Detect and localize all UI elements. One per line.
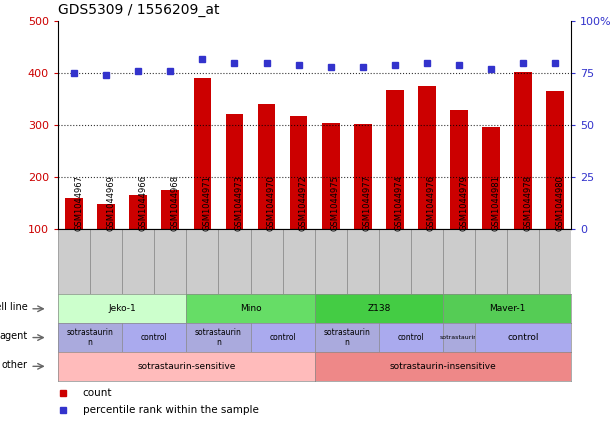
Bar bbox=[290, 116, 307, 229]
FancyBboxPatch shape bbox=[186, 229, 219, 294]
Bar bbox=[514, 71, 532, 229]
Text: sotrastaurin
n: sotrastaurin n bbox=[195, 328, 242, 347]
Text: GSM1044967: GSM1044967 bbox=[74, 175, 83, 231]
Text: control: control bbox=[141, 333, 167, 342]
Text: GSM1044977: GSM1044977 bbox=[363, 175, 371, 231]
Text: GSM1044978: GSM1044978 bbox=[523, 175, 532, 231]
Bar bbox=[194, 78, 211, 229]
Bar bbox=[97, 204, 115, 229]
FancyBboxPatch shape bbox=[315, 229, 347, 294]
Text: GSM1044974: GSM1044974 bbox=[395, 175, 404, 231]
Text: GSM1044980: GSM1044980 bbox=[555, 175, 564, 231]
Text: other: other bbox=[2, 360, 28, 370]
Text: GSM1044972: GSM1044972 bbox=[299, 175, 307, 231]
Text: GDS5309 / 1556209_at: GDS5309 / 1556209_at bbox=[58, 3, 219, 17]
FancyBboxPatch shape bbox=[283, 229, 315, 294]
Bar bbox=[482, 126, 500, 229]
Text: agent: agent bbox=[0, 331, 28, 341]
Text: sotrastaurin-sensitive: sotrastaurin-sensitive bbox=[137, 362, 236, 371]
Bar bbox=[161, 190, 179, 229]
Bar bbox=[322, 124, 340, 229]
FancyBboxPatch shape bbox=[507, 229, 540, 294]
Bar bbox=[65, 198, 83, 229]
FancyBboxPatch shape bbox=[219, 229, 251, 294]
FancyBboxPatch shape bbox=[379, 229, 411, 294]
Bar bbox=[546, 91, 564, 229]
Text: cell line: cell line bbox=[0, 302, 28, 312]
Text: GSM1044969: GSM1044969 bbox=[106, 175, 115, 231]
FancyBboxPatch shape bbox=[540, 229, 571, 294]
Text: GSM1044966: GSM1044966 bbox=[138, 175, 147, 231]
Text: control: control bbox=[269, 333, 296, 342]
FancyBboxPatch shape bbox=[155, 229, 186, 294]
Text: Mino: Mino bbox=[240, 304, 262, 313]
FancyBboxPatch shape bbox=[122, 229, 155, 294]
Text: GSM1044973: GSM1044973 bbox=[235, 175, 243, 231]
Text: sotrastaurin: sotrastaurin bbox=[440, 335, 478, 340]
FancyBboxPatch shape bbox=[90, 229, 122, 294]
Text: Jeko-1: Jeko-1 bbox=[108, 304, 136, 313]
FancyBboxPatch shape bbox=[58, 229, 90, 294]
Bar bbox=[386, 90, 404, 229]
Bar bbox=[354, 124, 371, 229]
Text: Z138: Z138 bbox=[367, 304, 390, 313]
FancyBboxPatch shape bbox=[443, 229, 475, 294]
FancyBboxPatch shape bbox=[411, 229, 443, 294]
Text: GSM1044981: GSM1044981 bbox=[491, 175, 500, 231]
Text: count: count bbox=[82, 387, 112, 398]
Text: GSM1044979: GSM1044979 bbox=[459, 175, 468, 231]
Text: percentile rank within the sample: percentile rank within the sample bbox=[82, 405, 258, 415]
Text: GSM1044970: GSM1044970 bbox=[266, 175, 276, 231]
Text: Maver-1: Maver-1 bbox=[489, 304, 525, 313]
Text: GSM1044968: GSM1044968 bbox=[170, 175, 179, 231]
Bar bbox=[450, 110, 468, 229]
Bar bbox=[418, 86, 436, 229]
Text: control: control bbox=[398, 333, 424, 342]
FancyBboxPatch shape bbox=[347, 229, 379, 294]
Text: sotrastaurin
n: sotrastaurin n bbox=[323, 328, 370, 347]
Text: GSM1044975: GSM1044975 bbox=[331, 175, 340, 231]
Bar bbox=[130, 195, 147, 229]
Text: sotrastaurin-insensitive: sotrastaurin-insensitive bbox=[390, 362, 496, 371]
FancyBboxPatch shape bbox=[475, 229, 507, 294]
Bar bbox=[225, 113, 243, 229]
Text: GSM1044971: GSM1044971 bbox=[202, 175, 211, 231]
FancyBboxPatch shape bbox=[251, 229, 283, 294]
Text: control: control bbox=[507, 333, 539, 342]
Bar bbox=[258, 104, 276, 229]
Text: GSM1044976: GSM1044976 bbox=[427, 175, 436, 231]
Text: sotrastaurin
n: sotrastaurin n bbox=[67, 328, 114, 347]
